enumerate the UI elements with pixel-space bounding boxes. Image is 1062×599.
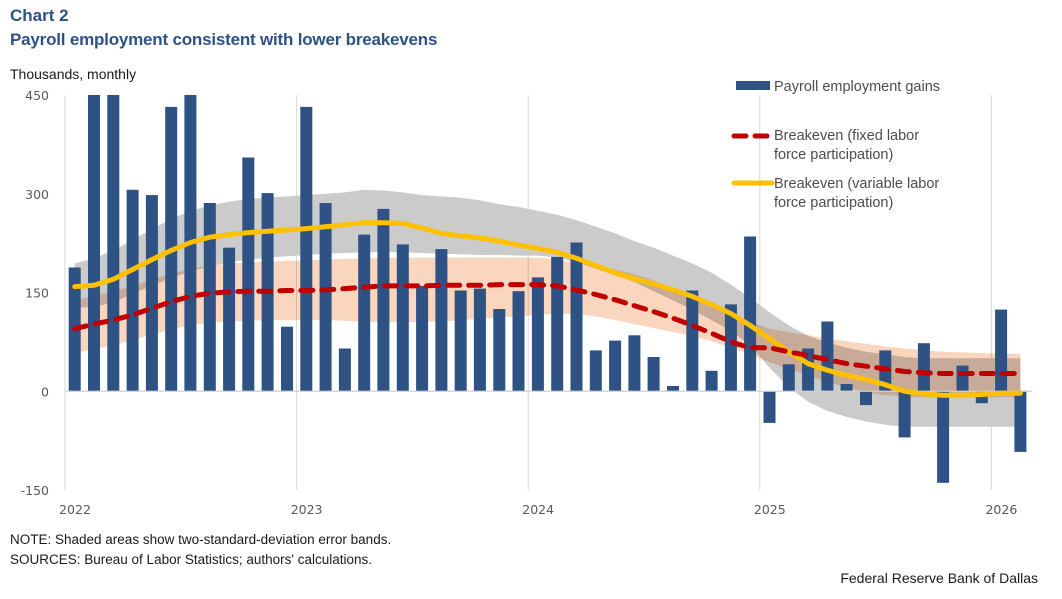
x-tick-label: 2025	[754, 502, 786, 517]
bar-2025-09	[917, 343, 930, 392]
bar-2024-08	[667, 386, 679, 392]
legend-label-variable: Breakeven (variable labor	[774, 176, 939, 192]
bar-2022-08	[203, 203, 216, 392]
y-tick-label: 300	[25, 187, 49, 202]
bar-2025-11	[956, 365, 969, 392]
footnotes: NOTE: Shaded areas show two-standard-dev…	[10, 530, 391, 570]
legend-label-payroll: Payroll employment gains	[774, 79, 940, 95]
y-tick-label: 0	[41, 384, 49, 399]
bar-2023-08	[435, 249, 448, 392]
bar-2024-12	[744, 236, 757, 392]
bar-2023-06	[396, 244, 409, 392]
x-tick-label: 2022	[59, 502, 91, 517]
bar-2024-02	[551, 256, 564, 392]
bar-2025-04	[821, 321, 834, 392]
bar-2023-05	[377, 208, 390, 392]
bar-2024-11	[724, 304, 737, 392]
y-tick-label: 450	[25, 88, 49, 103]
x-tick-label: 2026	[985, 502, 1017, 517]
bar-2023-03	[338, 348, 351, 392]
chart-title: Payroll employment consistent with lower…	[10, 30, 438, 49]
bar-2026-01	[995, 309, 1008, 392]
legend-label-fixed: force participation)	[774, 147, 893, 163]
bar-2022-04	[126, 189, 139, 392]
bar-2024-06	[628, 335, 641, 392]
bar-2026-02	[1014, 391, 1027, 452]
y-tick-label: -150	[21, 483, 49, 498]
x-tick-label: 2023	[291, 502, 323, 517]
bar-2024-04	[589, 350, 602, 392]
bar-2025-12	[975, 391, 988, 404]
legend-label-variable: force participation)	[774, 195, 893, 211]
bar-2025-02	[782, 364, 795, 392]
legend-bar-swatch	[736, 81, 770, 90]
bar-2025-05	[840, 384, 853, 392]
y-axis-ticks: 450 300 150 0 -150	[21, 88, 49, 498]
bar-2025-01	[763, 391, 776, 423]
bar-2022-12	[281, 326, 293, 392]
variable-breakeven-line	[72, 220, 1023, 398]
chart-label: Chart 2	[10, 6, 69, 25]
bar-2022-05	[145, 195, 158, 392]
bar-2025-08	[898, 391, 911, 438]
bar-2023-10	[473, 288, 486, 392]
bar-2023-12	[512, 291, 525, 392]
x-axis-ticks: 2022 2023 2024 2025 2026	[59, 502, 1017, 517]
credit-text: Federal Reserve Bank of Dallas	[840, 570, 1038, 586]
bar-2023-04	[358, 234, 371, 392]
breakeven-lines	[72, 220, 1023, 398]
note-text: NOTE: Shaded areas show two-standard-dev…	[10, 532, 392, 547]
bar-2023-07	[416, 285, 429, 392]
bar-2022-03	[107, 95, 120, 392]
bar-2024-10	[705, 370, 718, 392]
bar-2022-02	[88, 95, 100, 392]
legend: Payroll employment gains Breakeven (fixed…	[731, 79, 940, 211]
bar-2023-09	[454, 290, 467, 392]
fixed-error-band	[74, 257, 1021, 398]
bar-2023-01	[300, 106, 313, 392]
bar-2022-10	[242, 157, 255, 392]
bar-2022-09	[223, 247, 236, 392]
y-tick-label: 150	[25, 286, 49, 301]
x-tick-label: 2024	[522, 502, 554, 517]
bar-2024-01	[531, 277, 544, 392]
bar-2023-02	[319, 203, 332, 392]
bar-2024-07	[647, 357, 660, 392]
bar-2025-10	[937, 391, 950, 483]
bar-2024-03	[570, 242, 583, 392]
fixed-breakeven-line	[72, 282, 1023, 376]
y-axis-units: Thousands, monthly	[10, 66, 137, 82]
sources-text: SOURCES: Bureau of Labor Statistics; aut…	[10, 552, 372, 567]
bar-2024-09	[686, 290, 699, 392]
payroll-bars	[68, 95, 1027, 483]
legend-label-fixed: Breakeven (fixed labor	[774, 128, 919, 144]
bar-2024-05	[609, 340, 622, 392]
bar-2023-11	[493, 309, 506, 392]
bar-2025-06	[860, 391, 872, 406]
